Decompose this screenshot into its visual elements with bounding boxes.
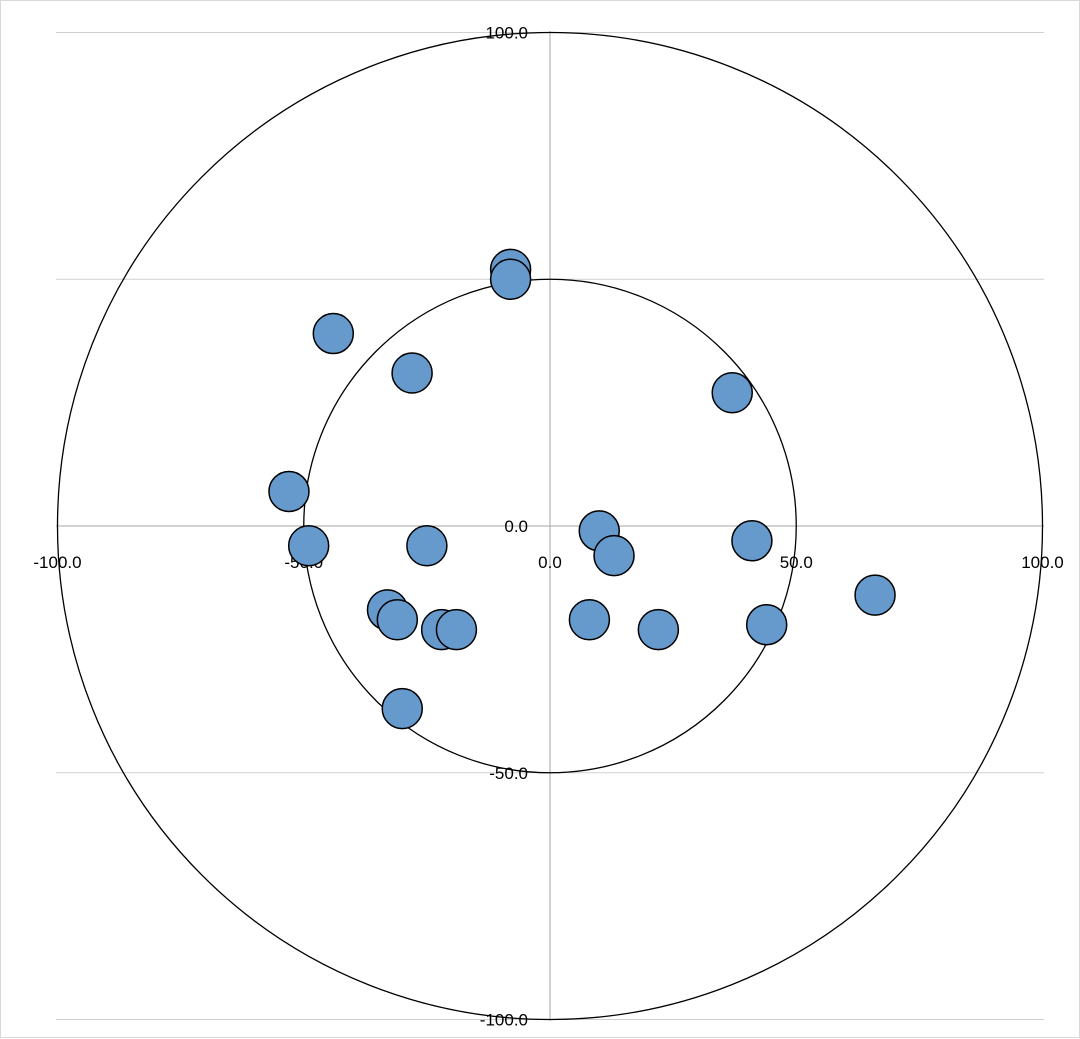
x-tick-label: 0.0 <box>538 553 562 572</box>
x-tick-label: -100.0 <box>33 553 81 572</box>
data-point <box>435 608 478 651</box>
data-point <box>745 603 788 646</box>
data-point <box>568 599 611 641</box>
data-point <box>312 312 355 355</box>
data-point <box>711 372 753 414</box>
data-point <box>381 687 423 730</box>
x-tick-label: 50.0 <box>780 553 813 572</box>
data-point <box>489 258 532 300</box>
y-tick-label: 100.0 <box>485 24 528 43</box>
data-point <box>376 599 419 641</box>
data-point <box>287 524 330 567</box>
y-tick-label: -50.0 <box>489 764 528 783</box>
data-point <box>731 520 773 562</box>
reference-circle <box>56 31 1044 1021</box>
x-tick-label: 100.0 <box>1021 553 1064 572</box>
y-tick-label: -100.0 <box>480 1011 528 1030</box>
data-point <box>391 352 433 394</box>
data-point <box>593 534 635 577</box>
y-tick-label: 0.0 <box>504 517 528 536</box>
data-point <box>268 470 310 513</box>
data-point <box>637 608 680 651</box>
data-point <box>854 574 896 616</box>
data-point <box>406 524 448 567</box>
